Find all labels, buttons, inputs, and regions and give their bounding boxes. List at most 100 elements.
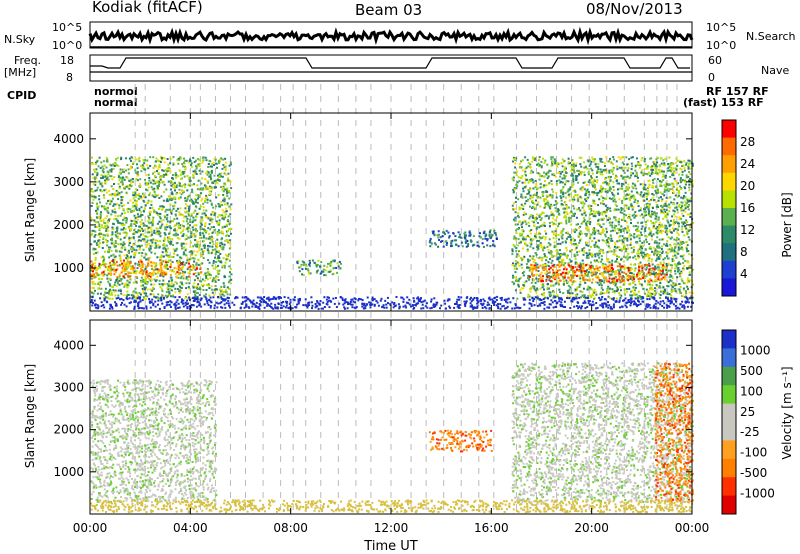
data-cell bbox=[188, 178, 191, 181]
data-cell bbox=[322, 268, 325, 271]
data-cell bbox=[194, 209, 197, 212]
data-cell bbox=[683, 186, 686, 188]
data-cell bbox=[142, 195, 145, 198]
data-cell bbox=[691, 185, 694, 188]
data-cell bbox=[680, 270, 683, 273]
data-cell bbox=[109, 246, 112, 249]
data-cell bbox=[205, 276, 208, 279]
data-cell bbox=[322, 270, 325, 273]
data-cell bbox=[119, 290, 122, 292]
data-cell bbox=[680, 271, 683, 274]
data-cell bbox=[571, 165, 574, 168]
data-cell bbox=[197, 212, 200, 215]
data-cell bbox=[581, 220, 584, 223]
data-cell bbox=[113, 267, 116, 270]
data-cell bbox=[636, 202, 639, 205]
data-cell bbox=[205, 237, 208, 240]
data-cell bbox=[126, 283, 129, 286]
data-cell bbox=[188, 214, 190, 217]
data-cell bbox=[570, 241, 572, 244]
data-cell bbox=[229, 228, 232, 230]
data-cell bbox=[553, 174, 556, 177]
data-cell bbox=[207, 252, 210, 255]
data-cell bbox=[95, 181, 98, 184]
data-cell bbox=[104, 174, 107, 177]
data-cell bbox=[223, 200, 226, 203]
data-cell bbox=[167, 241, 170, 244]
data-cell bbox=[127, 261, 130, 263]
data-cell bbox=[118, 279, 121, 282]
data-cell bbox=[218, 222, 221, 225]
data-cell bbox=[639, 214, 642, 217]
data-cell bbox=[553, 244, 556, 247]
data-cell bbox=[649, 230, 652, 233]
data-cell bbox=[429, 239, 432, 242]
data-cell bbox=[594, 273, 597, 276]
data-cell bbox=[629, 272, 632, 274]
data-cell bbox=[541, 191, 544, 194]
data-cell bbox=[176, 217, 179, 220]
data-cell bbox=[688, 238, 691, 241]
data-cell bbox=[687, 175, 690, 178]
data-cell bbox=[590, 252, 593, 255]
data-cell bbox=[191, 188, 194, 191]
data-cell bbox=[179, 207, 182, 210]
data-cell bbox=[615, 208, 618, 211]
data-cell bbox=[668, 164, 671, 167]
data-cell bbox=[170, 184, 173, 187]
data-cell bbox=[182, 190, 185, 193]
data-cell bbox=[636, 230, 639, 233]
data-cell bbox=[585, 222, 587, 225]
data-cell bbox=[536, 196, 539, 199]
data-cell bbox=[566, 295, 569, 298]
data-cell bbox=[157, 230, 160, 233]
data-cell bbox=[644, 280, 646, 283]
data-cell bbox=[95, 209, 97, 212]
data-cell bbox=[130, 224, 133, 227]
data-cell bbox=[204, 188, 207, 191]
data-cell bbox=[644, 255, 647, 258]
data-cell bbox=[607, 175, 610, 178]
data-cell bbox=[624, 227, 627, 230]
data-cell bbox=[198, 288, 201, 290]
data-cell bbox=[168, 199, 171, 202]
data-cell bbox=[211, 264, 214, 267]
data-cell bbox=[105, 227, 108, 230]
data-cell bbox=[658, 293, 661, 296]
data-cell bbox=[178, 264, 181, 267]
data-cell bbox=[324, 274, 327, 277]
data-cell bbox=[558, 209, 560, 212]
data-cell bbox=[201, 177, 204, 180]
data-cell bbox=[641, 183, 644, 186]
data-cell bbox=[158, 164, 161, 167]
data-cell bbox=[574, 290, 577, 292]
data-cell bbox=[110, 254, 113, 257]
data-cell bbox=[130, 220, 133, 222]
data-cell bbox=[125, 221, 128, 224]
data-cell bbox=[519, 176, 522, 179]
data-cell bbox=[109, 264, 112, 267]
data-cell bbox=[676, 182, 679, 185]
data-cell bbox=[120, 202, 123, 205]
data-cell bbox=[226, 192, 228, 195]
data-cell bbox=[155, 263, 158, 266]
data-cell bbox=[682, 223, 685, 226]
data-cell bbox=[224, 225, 227, 228]
data-cell bbox=[550, 156, 553, 159]
data-cell bbox=[164, 272, 167, 275]
data-cell bbox=[563, 253, 566, 256]
data-cell bbox=[96, 172, 99, 175]
data-cell bbox=[625, 277, 628, 280]
data-cell bbox=[580, 222, 583, 225]
data-cell bbox=[174, 213, 177, 216]
data-cell bbox=[193, 172, 196, 175]
data-cell bbox=[335, 267, 338, 269]
data-cell bbox=[186, 175, 189, 177]
data-cell bbox=[123, 284, 126, 287]
data-cell bbox=[598, 272, 601, 275]
data-cell bbox=[482, 245, 485, 248]
data-cell bbox=[674, 254, 676, 257]
data-cell bbox=[209, 277, 212, 280]
data-cell bbox=[516, 170, 519, 173]
data-cell bbox=[489, 236, 492, 239]
